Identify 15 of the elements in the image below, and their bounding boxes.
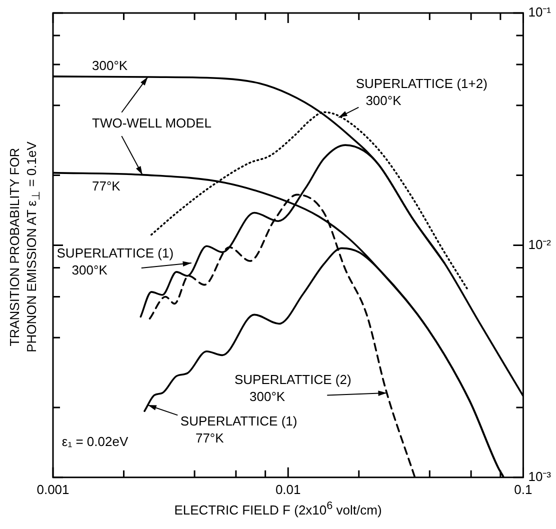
- annotation: 300°K: [92, 58, 128, 73]
- annotation: SUPERLATTICE (1) 77°K: [180, 413, 298, 446]
- x-tick-label: 0.1: [514, 482, 532, 497]
- y-tick-label: 10⁻²: [528, 236, 552, 252]
- x-axis-title: ELECTRIC FIELD F (2x10$^{6}$ volt/cm): [173, 500, 383, 518]
- annotation: ε₁ = 0.02eV: [62, 434, 128, 450]
- x-tick-label: 0.01: [275, 482, 301, 497]
- annotation: SUPERLATTICE (2) 300°K: [234, 372, 352, 404]
- annotation: SUPERLATTICE (1+2) 300°K: [356, 76, 488, 108]
- y-tick-label: 10⁻³: [528, 468, 552, 484]
- y-tick-label: 10⁻¹: [528, 4, 552, 20]
- annotation: TWO-WELL MODEL: [92, 116, 212, 131]
- annotation: 77°K: [92, 178, 121, 194]
- x-tick-label: 0.001: [36, 482, 70, 497]
- annotation: SUPERLATTICE (1) 300°K: [56, 246, 174, 278]
